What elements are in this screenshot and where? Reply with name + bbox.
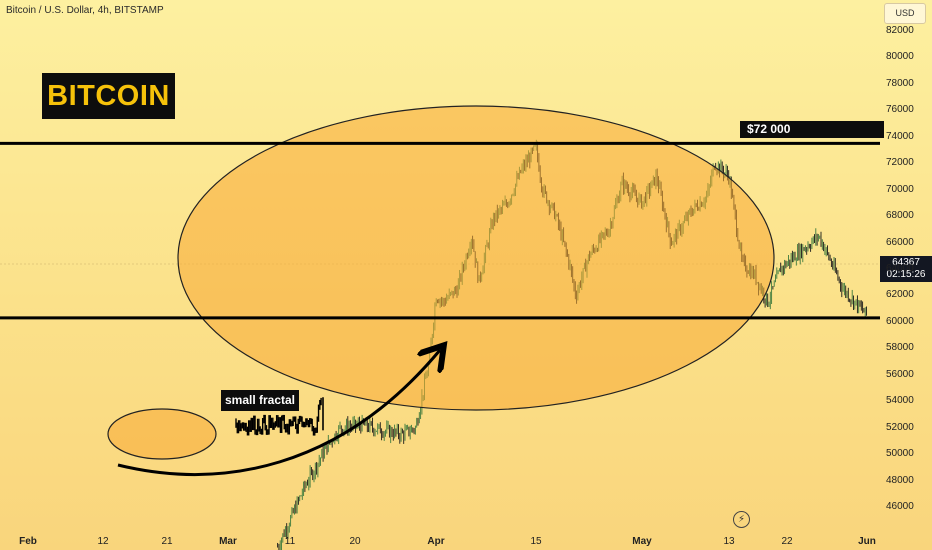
bitcoin-badge: BITCOIN: [42, 73, 175, 119]
price-tick-label: 56000: [886, 368, 914, 380]
price-tick-label: 68000: [886, 210, 914, 222]
resistance-support-lines: [0, 141, 880, 320]
price-tick-label: 60000: [886, 315, 914, 327]
price-tick-label: 52000: [886, 421, 914, 433]
chart-title: Bitcoin / U.S. Dollar, 4h, BITSTAMP: [6, 5, 164, 16]
lightning-icon[interactable]: ⚡: [733, 511, 750, 528]
currency-selector[interactable]: USD: [884, 3, 926, 24]
time-tick-label: 15: [530, 536, 542, 547]
price-tick-label: 72000: [886, 157, 914, 169]
large-consolidation-ellipse: [177, 105, 775, 411]
time-tick-label: Mar: [219, 536, 237, 547]
price-tick-label: 46000: [886, 501, 914, 512]
small-fractal-label: small fractal: [221, 390, 299, 411]
price-tick-label: 66000: [886, 236, 914, 248]
last-price-value: 64367: [892, 257, 920, 268]
price-tick-label: 58000: [886, 342, 914, 354]
time-tick-label: Apr: [427, 536, 445, 547]
projection-arrow: [117, 350, 440, 476]
price-tick-label: 74000: [886, 130, 914, 142]
price-tick-label: 82000: [886, 25, 914, 36]
price-tick-label: 80000: [886, 51, 914, 63]
time-tick-label: 12: [97, 536, 109, 547]
time-tick-label: 11: [284, 536, 296, 547]
time-tick-label: Jun: [858, 536, 876, 547]
price-tick-label: 48000: [886, 474, 914, 486]
price-tick-label: 54000: [886, 395, 914, 407]
last-price-tag: 64367 02:15:26: [880, 256, 932, 282]
price-tick-label: 64000: [886, 263, 914, 274]
time-tick-label: May: [632, 536, 652, 547]
price-tick-label: 76000: [886, 104, 914, 116]
small-consolidation-ellipse: [107, 408, 217, 460]
price-tick-label: 62000: [886, 289, 914, 301]
time-tick-label: 20: [349, 536, 361, 547]
bar-countdown: 02:15:26: [886, 269, 926, 280]
time-tick-label: 21: [161, 536, 173, 547]
time-tick-label: Feb: [19, 536, 37, 547]
target-price-label: $72 000: [740, 121, 884, 138]
time-tick-label: 22: [781, 536, 793, 547]
time-tick-label: 13: [723, 536, 735, 547]
price-tick-label: 50000: [886, 448, 914, 460]
price-tick-label: 70000: [886, 183, 914, 195]
price-tick-label: 78000: [886, 77, 914, 89]
